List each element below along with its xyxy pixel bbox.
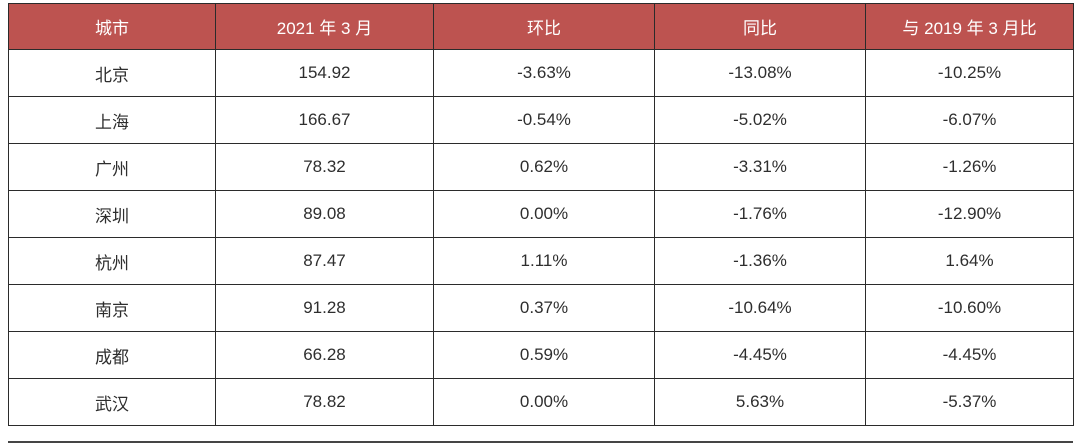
cell-vs2019: -5.37% [865,378,1074,426]
cell-vs2019: -4.45% [865,331,1074,379]
table-row-beijing: 北京 154.92 -3.63% -13.08% -10.25% [8,49,1074,97]
cell-mom: 0.62% [433,143,655,191]
cell-mom: 0.00% [433,190,655,238]
header-row: 城市 2021 年 3 月 环比 同比 与 2019 年 3 月比 [8,3,1074,50]
cell-mom: -0.54% [433,96,655,144]
cell-value: 78.82 [215,378,434,426]
cell-vs2019: 1.64% [865,237,1074,285]
cell-value: 89.08 [215,190,434,238]
table-row-wuhan: 武汉 78.82 0.00% 5.63% -5.37% [8,378,1074,426]
table-row-hangzhou: 杭州 87.47 1.11% -1.36% 1.64% [8,237,1074,285]
column-header-city: 城市 [8,3,216,50]
cell-mom: 0.37% [433,284,655,332]
cell-city: 武汉 [8,378,216,426]
table-row-shenzhen: 深圳 89.08 0.00% -1.76% -12.90% [8,190,1074,238]
cell-value: 66.28 [215,331,434,379]
cell-yoy: -1.76% [654,190,866,238]
cell-vs2019: -10.60% [865,284,1074,332]
cell-vs2019: -1.26% [865,143,1074,191]
cell-yoy: 5.63% [654,378,866,426]
cell-yoy: -3.31% [654,143,866,191]
cell-value: 166.67 [215,96,434,144]
column-header-vs-2019-march: 与 2019 年 3 月比 [865,3,1074,50]
column-header-mom: 环比 [433,3,655,50]
cell-value: 91.28 [215,284,434,332]
cell-yoy: -13.08% [654,49,866,97]
cell-yoy: -10.64% [654,284,866,332]
cell-yoy: -5.02% [654,96,866,144]
cell-city: 上海 [8,96,216,144]
cell-yoy: -4.45% [654,331,866,379]
cell-city: 杭州 [8,237,216,285]
cell-value: 78.32 [215,143,434,191]
cell-city: 成都 [8,331,216,379]
cell-vs2019: -12.90% [865,190,1074,238]
city-housing-data-table: 城市 2021 年 3 月 环比 同比 与 2019 年 3 月比 北京 154… [8,3,1074,426]
cell-city: 深圳 [8,190,216,238]
table-row-chengdu: 成都 66.28 0.59% -4.45% -4.45% [8,331,1074,379]
column-header-yoy: 同比 [654,3,866,50]
cell-vs2019: -6.07% [865,96,1074,144]
cell-mom: 0.59% [433,331,655,379]
cell-value: 154.92 [215,49,434,97]
cell-mom: -3.63% [433,49,655,97]
cropped-row-divider [8,441,1073,443]
cell-vs2019: -10.25% [865,49,1074,97]
table-row-guangzhou: 广州 78.32 0.62% -3.31% -1.26% [8,143,1074,191]
cell-mom: 1.11% [433,237,655,285]
table-row-shanghai: 上海 166.67 -0.54% -5.02% -6.07% [8,96,1074,144]
cell-yoy: -1.36% [654,237,866,285]
cell-value: 87.47 [215,237,434,285]
cell-city: 广州 [8,143,216,191]
cell-city: 北京 [8,49,216,97]
table-row-nanjing: 南京 91.28 0.37% -10.64% -10.60% [8,284,1074,332]
cell-mom: 0.00% [433,378,655,426]
column-header-2021-march: 2021 年 3 月 [215,3,434,50]
cell-city: 南京 [8,284,216,332]
